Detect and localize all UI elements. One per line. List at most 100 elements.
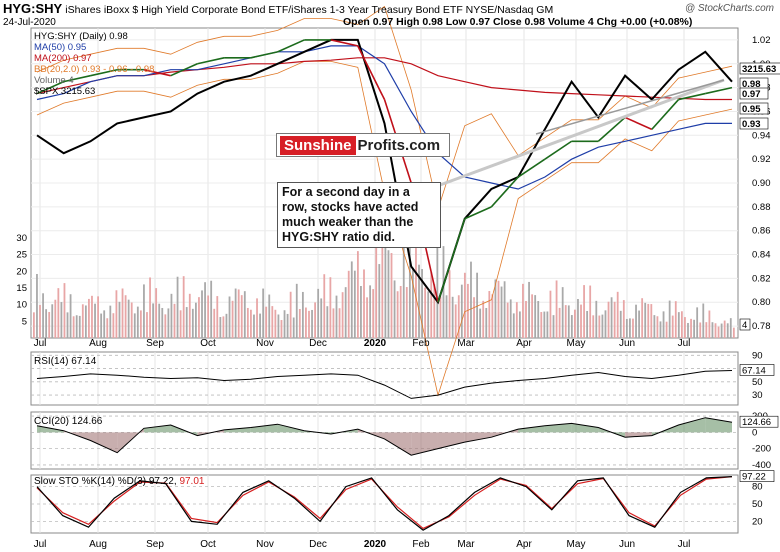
annotation-line: much weaker than the (282, 215, 414, 229)
y-tick-label: 0.88 (752, 202, 771, 213)
x-tick-label: 2020 (364, 539, 387, 550)
volume-bar (540, 312, 543, 338)
volume-bar (375, 245, 378, 338)
price-segment (544, 140, 573, 160)
bb-upper-line (36, 5, 733, 211)
price-segment (90, 68, 118, 77)
volume-bar (555, 280, 558, 338)
volume-bar (402, 243, 405, 338)
volume-bar (136, 306, 139, 338)
volume-bar (561, 287, 564, 338)
sto-value: 97.22 (742, 472, 766, 483)
volume-bar (185, 307, 188, 338)
volume-bar (176, 276, 179, 338)
trendlines (439, 78, 725, 187)
volume-bar (326, 306, 329, 338)
volume-bar (549, 290, 552, 338)
panel-rsi (30, 351, 739, 406)
volume-bar (656, 316, 659, 338)
price-segment (437, 218, 466, 303)
volume-bar (439, 296, 442, 338)
indicator-tick-label: -200 (752, 444, 771, 455)
logo-part2: Profits.com (357, 136, 441, 154)
volume-bar (619, 310, 622, 338)
volume-bar (152, 303, 155, 338)
volume-bar (696, 307, 699, 338)
volume-bar (179, 310, 182, 338)
x-tick-label: Dec (309, 338, 327, 349)
volume-bar (399, 285, 402, 338)
volume-bar (384, 243, 387, 338)
volume-bar (36, 273, 38, 338)
y-tick-label: 1.02 (752, 35, 771, 46)
y-tick-label: 0.94 (752, 130, 771, 141)
cci-fill (437, 432, 465, 449)
volume-bar (662, 311, 665, 338)
volume-bar (497, 280, 500, 338)
price-segment (143, 68, 171, 77)
volume-bar (234, 288, 237, 338)
volume-bar (729, 318, 732, 338)
cci-fill (224, 427, 251, 433)
volume-bar (650, 304, 653, 338)
annotation-line: For a second day in a (282, 185, 410, 199)
volume-bar (467, 283, 469, 338)
legend-item-bb: BB(20,2.0) 0.93 - 0.96 - 0.98 (34, 64, 155, 75)
volume-bar (512, 313, 515, 338)
volume-bar (237, 289, 240, 338)
volume-bar (693, 319, 696, 338)
ma200-line (36, 57, 732, 101)
volume-bar (412, 267, 414, 338)
volume-bar (506, 302, 509, 338)
volume-bar (625, 318, 628, 338)
price-segment (624, 116, 653, 131)
volume-bar (182, 276, 185, 338)
price-segment (517, 158, 546, 178)
volume-bar (48, 311, 51, 338)
volume-bar (94, 303, 96, 338)
x-tick-label: Feb (412, 539, 430, 550)
indicator-tick-label: 80 (752, 482, 763, 493)
x-tick-label: Mar (457, 338, 475, 349)
volume-bar (454, 304, 457, 338)
volume-bar (75, 315, 78, 338)
volume-bar (283, 310, 286, 338)
indicator-tick-label: 90 (752, 350, 763, 361)
right-value-label: 0.95 (742, 104, 761, 115)
volume-bar (460, 284, 463, 338)
volume-bar (687, 322, 689, 338)
volume-bar (201, 290, 203, 338)
x-tick-label: Jul (678, 338, 691, 349)
volume-bar (60, 302, 63, 338)
ma50-line (36, 45, 732, 190)
volume-bar (240, 295, 243, 338)
volume-bar (574, 309, 576, 338)
rsi-line (36, 370, 733, 399)
volume-bar (115, 290, 118, 338)
volume-bar (350, 261, 353, 338)
axis-labels: JulJulAugAugSepSepOctOctNovNovDecDec2020… (16, 35, 780, 550)
volume-tick-label: 15 (16, 283, 27, 294)
volume-bar (347, 270, 350, 338)
x-tick-label: Feb (412, 338, 430, 349)
volume-bar (103, 310, 106, 338)
volume-bar (280, 320, 283, 338)
volume-bar (228, 296, 231, 338)
volume-bar (580, 304, 582, 338)
volume-bar (702, 303, 705, 338)
volume-bar (708, 310, 711, 338)
x-tick-label: Oct (200, 539, 216, 550)
volume-bar (143, 284, 145, 338)
volume-bar (191, 308, 194, 338)
right-value-box (739, 87, 769, 100)
indicator-tick-label: -400 (752, 460, 771, 471)
volume-bar (378, 264, 381, 338)
volume-bar (219, 317, 222, 338)
volume-bar (335, 295, 338, 338)
volume-bar (723, 320, 726, 338)
volume-bar (253, 314, 255, 338)
volume-bar (225, 313, 228, 338)
x-tick-label: Dec (309, 539, 327, 550)
volume-bar (88, 298, 90, 338)
volume-bar (188, 293, 191, 338)
